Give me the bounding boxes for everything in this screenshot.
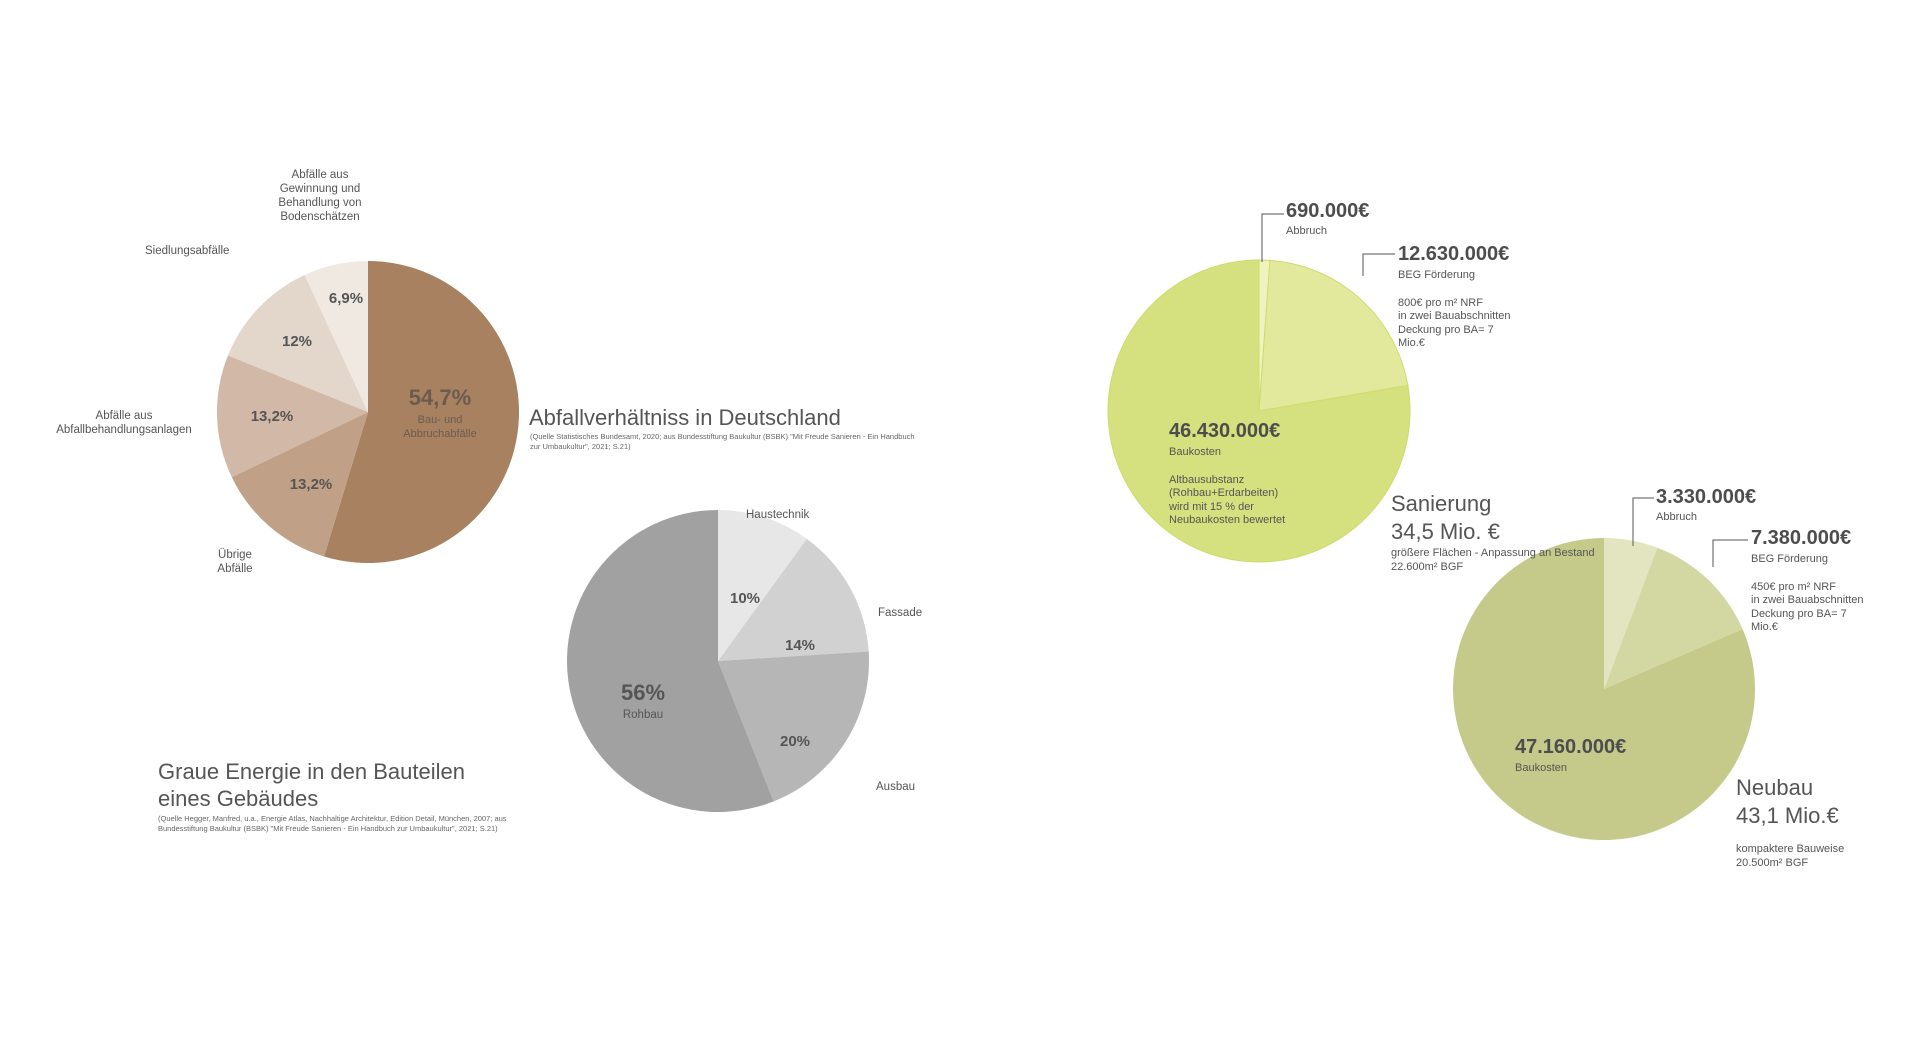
sanierung-total: 34,5 Mio. € (1391, 519, 1500, 544)
neubau-total: 43,1 Mio.€ (1736, 803, 1839, 828)
waste-label-uebrige: Übrige Abfälle (217, 549, 253, 575)
neubau-title: Neubau (1736, 775, 1814, 800)
neubau-slice-abbruch (1604, 538, 1658, 689)
neubau-notes: kompaktere Bauweise 20.500m² BGF (1736, 843, 1845, 869)
waste-chart-title: Abfallverhältniss in Deutschland (529, 405, 841, 430)
sanierung-abbruch-leader (1261, 213, 1284, 262)
leader-lines (1261, 213, 1748, 567)
energy-pct-haustechnik: 10% (730, 590, 760, 607)
energy-chart-source: (Quelle Hegger, Manfred, u.a., Energie A… (158, 814, 507, 833)
waste-slice-abfälle-aus-abfallbehandlungsanlagen (217, 355, 368, 478)
sanierung-pie-chart (1107, 259, 1411, 563)
sanierung-beg-callout: 12.630.000€ BEG Förderung 800€ pro m² NR… (1398, 243, 1511, 351)
sanierung-baukosten-label: Baukosten (1169, 446, 1221, 458)
waste-slice-siedlungsabfälle (227, 274, 368, 412)
waste-pct-bau: 54,7% (409, 385, 471, 410)
neubau-slice-beg-förderung (1604, 547, 1743, 689)
sanierung-beg-leader (1362, 253, 1395, 276)
energy-chart-title: Graue Energie in den Bauteilen eines Geb… (158, 759, 465, 811)
energy-pct-ausbau: 20% (780, 733, 810, 750)
energy-label-ausbau: Ausbau (876, 781, 916, 793)
energy-label-haustechnik: Haustechnik (746, 509, 810, 521)
energy-slice-ausbau (718, 651, 869, 802)
waste-bau-sub-line2: Abbruchabfälle (403, 428, 476, 440)
neubau-baukosten-callout: 47.160.000€ Baukosten (1515, 736, 1626, 776)
neubau-baukosten-label: Baukosten (1515, 762, 1567, 774)
sanierung-abbruch-label: Abbruch (1286, 225, 1327, 237)
neubau-beg-notes: 450€ pro m² NRF in zwei Bauabschnitten D… (1751, 580, 1864, 634)
energy-pct-fassade: 14% (785, 637, 815, 654)
neubau-abbruch-amount: 3.330.000€ (1656, 486, 1757, 508)
energy-label-rohbau: Rohbau (623, 709, 663, 721)
waste-pct-bodenschaetze: 6,9% (329, 290, 363, 307)
energy-label-fassade: Fassade (878, 607, 923, 619)
neubau-baukosten-amount: 47.160.000€ (1515, 736, 1627, 758)
sanierung-summary: Sanierung 34,5 Mio. € größere Flächen - … (1391, 490, 1595, 574)
waste-chart-source: (Quelle Statistisches Bundesamt, 2020; a… (530, 432, 915, 451)
energy-slice-rohbau (567, 510, 774, 812)
sanierung-title: Sanierung (1391, 491, 1492, 516)
waste-slice-übrige-abfälle (231, 412, 368, 557)
waste-pct-siedlung: 12% (282, 333, 312, 350)
neubau-abbruch-callout: 3.330.000€ Abbruch (1656, 486, 1756, 525)
waste-pct-behandlung: 13,2% (251, 408, 294, 425)
neubau-beg-label: BEG Förderung (1751, 553, 1829, 565)
neubau-beg-amount: 7.380.000€ (1751, 527, 1852, 549)
waste-label-siedlung: Siedlungsabfälle (145, 245, 230, 257)
neubau-beg-leader (1712, 539, 1748, 567)
sanierung-abbruch-amount: 690.000€ (1286, 200, 1370, 222)
sanierung-slice-beg-förderung (1258, 259, 1409, 412)
sanierung-beg-notes: 800€ pro m² NRF in zwei Bauabschnitten D… (1398, 296, 1511, 350)
grey-energy-pie-chart (567, 510, 869, 812)
sanierung-slice-baukosten (1107, 259, 1411, 563)
waste-pct-uebrige: 13,2% (290, 476, 333, 493)
sanierung-abbruch-callout: 690.000€ Abbruch (1286, 200, 1369, 239)
sanierung-baukosten-notes: Altbausubstanz (Rohbau+Erdarbeiten) wird… (1169, 473, 1286, 527)
neubau-slice-baukosten (1453, 538, 1756, 841)
waste-bau-sub-line1: Bau- und (418, 414, 463, 426)
sanierung-baukosten-callout: 46.430.000€ Baukosten Altbausubstanz (Ro… (1169, 420, 1285, 528)
sanierung-notes: größere Flächen - Anpassung an Bestand 2… (1391, 547, 1595, 573)
neubau-summary: Neubau 43,1 Mio.€ kompaktere Bauweise 20… (1736, 774, 1844, 870)
sanierung-beg-label: BEG Förderung (1398, 269, 1476, 281)
sanierung-beg-amount: 12.630.000€ (1398, 243, 1510, 265)
waste-slice-abfälle-aus-gewinnung-und-behandlung-von-bodenschätzen (304, 261, 368, 412)
energy-slice-fassade (718, 538, 869, 661)
neubau-abbruch-label: Abbruch (1656, 511, 1697, 523)
sanierung-baukosten-amount: 46.430.000€ (1169, 420, 1281, 442)
waste-label-behandlung: Abfälle aus Abfallbehandlungsanlagen (56, 410, 192, 436)
waste-label-bodenschaetze: Abfälle aus Gewinnung und Behandlung von… (278, 169, 362, 223)
energy-pct-rohbau: 56% (621, 680, 665, 705)
energy-slice-haustechnik (718, 510, 807, 661)
waste-slice-bau-und-abbruchabfälle (324, 261, 520, 564)
neubau-abbruch-leader (1632, 497, 1654, 546)
waste-pie-chart (217, 261, 520, 564)
neubau-pie-chart (1453, 538, 1756, 841)
neubau-beg-callout: 7.380.000€ BEG Förderung 450€ pro m² NRF… (1751, 527, 1864, 635)
